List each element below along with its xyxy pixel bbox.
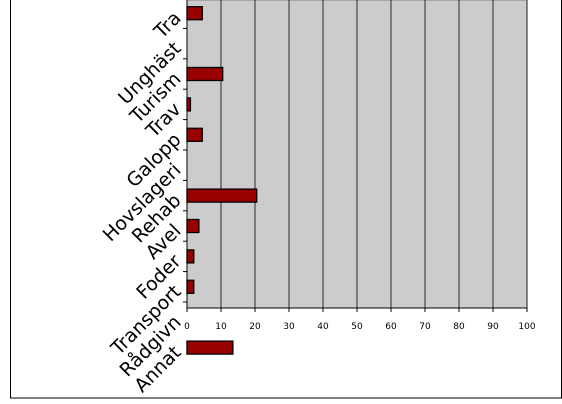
axes xyxy=(183,0,528,312)
x-tick-label: 80 xyxy=(453,322,465,332)
bar-galopp xyxy=(186,127,203,142)
grid-lines xyxy=(220,0,528,308)
x-tick-label: 50 xyxy=(351,322,363,332)
bar-tra xyxy=(186,6,203,21)
bar-trav xyxy=(186,97,192,112)
x-tick-label: 10 xyxy=(215,322,227,332)
x-tick-label: 70 xyxy=(419,322,431,332)
bar-annat xyxy=(186,340,234,355)
x-tick-labels: 0 10 20 30 40 50 60 70 80 90 100 xyxy=(184,322,536,332)
bar-turism xyxy=(186,66,224,82)
bar-foder xyxy=(186,249,195,264)
category-label: In xyxy=(157,0,185,5)
x-tick-label: 90 xyxy=(487,322,499,332)
bars xyxy=(186,6,258,355)
bar-avel xyxy=(186,218,200,234)
x-tick-label: 40 xyxy=(317,322,329,332)
x-tick-label: 0 xyxy=(184,322,190,332)
x-tick-label: 30 xyxy=(283,322,295,332)
bar-rehab xyxy=(186,188,258,203)
bar-transport xyxy=(186,279,195,294)
x-tick-label: 60 xyxy=(385,322,397,332)
x-tick-label: 100 xyxy=(518,322,535,332)
x-tick-label: 20 xyxy=(249,322,261,332)
